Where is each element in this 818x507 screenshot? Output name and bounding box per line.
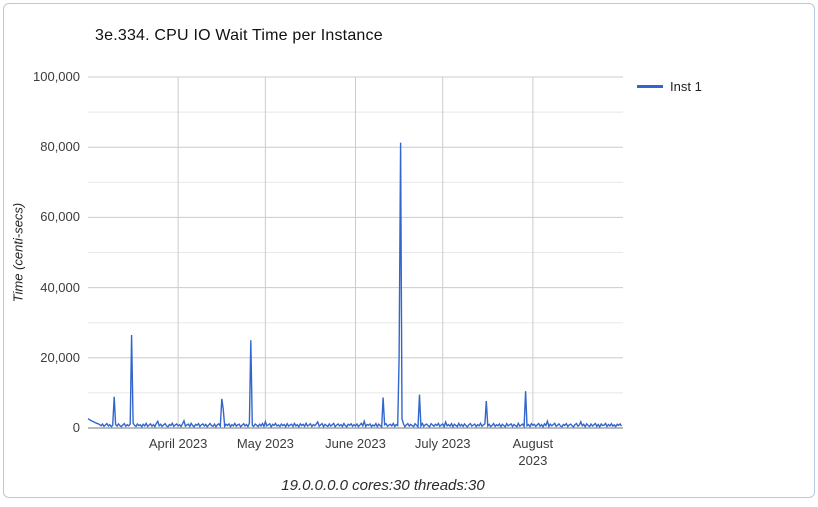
x-tick-line: June 2023 [325, 436, 386, 451]
x-tick-line: July 2023 [414, 436, 471, 451]
x-tick-label: August 2023 [488, 435, 578, 469]
widget-border [3, 3, 815, 498]
x-tick-label: July 2023 [398, 435, 488, 452]
x-tick-label: May 2023 [220, 435, 310, 452]
y-tick-label: 60,000 [40, 209, 80, 225]
legend: Inst 1 [637, 79, 702, 94]
x-tick-line: April 2023 [148, 436, 208, 451]
y-tick-label: 100,000 [33, 69, 80, 84]
y-tick-label: 20,000 [40, 349, 80, 365]
legend-line-swatch [637, 85, 663, 88]
x-tick-line: August [512, 436, 554, 451]
series-line-inst-1 [87, 142, 623, 429]
y-tick-label: 40,000 [40, 279, 80, 295]
chart-title: 3e.334. CPU IO Wait Time per Instance [95, 27, 383, 44]
y-tick-label: 80,000 [40, 139, 80, 155]
x-tick-line: May 2023 [236, 436, 294, 451]
x-tick-line: 2023 [518, 453, 548, 468]
x-tick-label: April 2023 [133, 435, 223, 452]
y-tick-label: 0 [72, 420, 80, 435]
x-tick-label: June 2023 [311, 435, 401, 452]
chart-caption: 19.0.0.0.0 cores:30 threads:30 [281, 477, 485, 494]
legend-series-label: Inst 1 [670, 79, 702, 94]
